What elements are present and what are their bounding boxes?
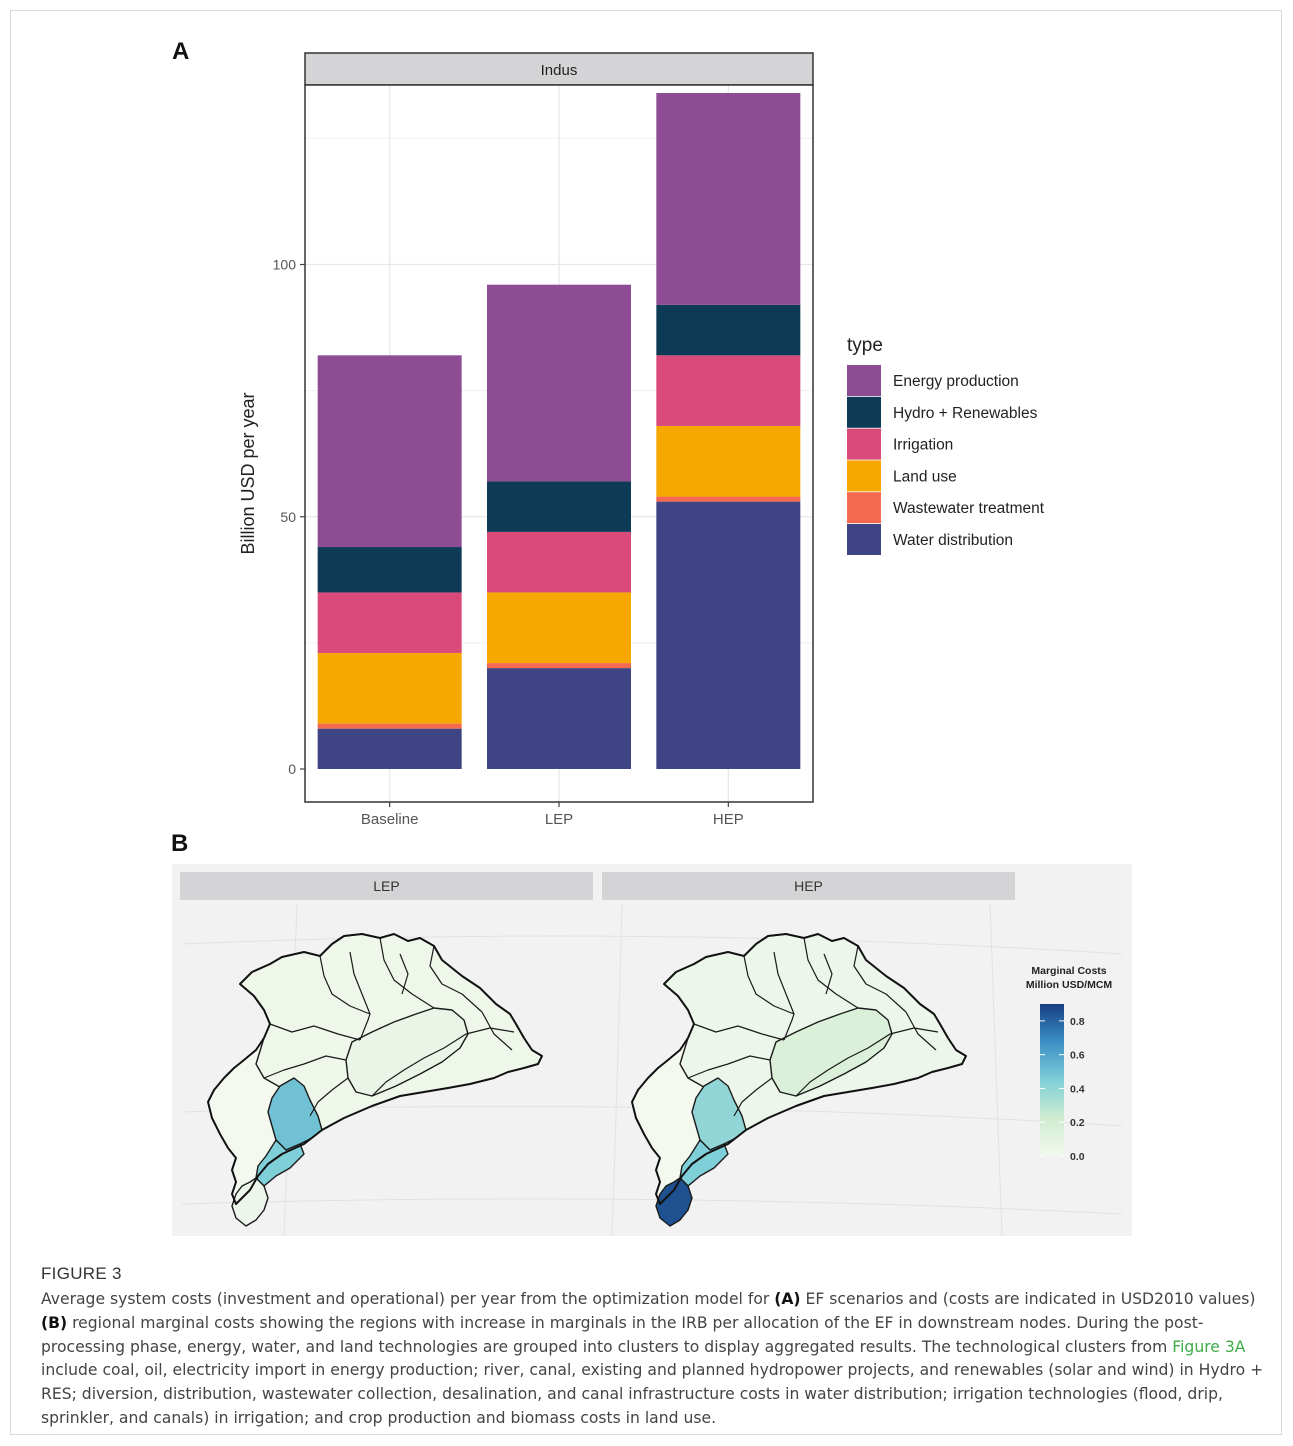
sub-basin-boundary — [693, 1023, 785, 1041]
bar-segment — [656, 496, 801, 502]
map-lep — [207, 933, 543, 1227]
basin-outline — [207, 933, 543, 1205]
sub-basin-boundary — [399, 953, 409, 995]
region-lower-indus-south — [255, 1139, 305, 1187]
legend-tick-label: 0.6 — [1070, 1050, 1085, 1062]
sub-basin-boundary — [795, 1027, 939, 1097]
region-middle-basin — [345, 1007, 469, 1097]
sub-basin-boundary — [905, 1011, 937, 1051]
legend-title-line2: Million USD/MCM — [1026, 979, 1113, 991]
bar-segment — [656, 501, 801, 769]
graticule-line — [989, 903, 1003, 1236]
region-delta — [231, 1177, 269, 1227]
bar-segment — [656, 304, 801, 356]
sub-basin-boundary — [743, 955, 795, 1015]
region-delta — [655, 1177, 693, 1227]
sub-basin-boundary — [263, 1055, 347, 1079]
legend-swatch — [847, 396, 881, 428]
x-tick-label: Baseline — [361, 811, 419, 828]
legend-colorbar — [1040, 1004, 1064, 1156]
sub-basin-boundary — [803, 937, 859, 1009]
bar-segment — [487, 481, 631, 532]
facet-strip-lep: LEP — [180, 872, 593, 900]
region-lower-indus-south — [679, 1139, 729, 1187]
stacked-bar-chart: Indus 0 50 100 Baseline LEP HEP Billion USD per… — [238, 52, 1045, 828]
y-tick-label: 50 — [280, 509, 296, 525]
legend-swatch — [847, 524, 881, 555]
figure-frame — [10, 10, 1282, 1435]
sub-basin-boundary — [853, 945, 907, 1013]
graticule-line — [611, 903, 623, 1236]
sub-basin-boundary — [349, 951, 371, 1041]
legend-tick-label: 0.8 — [1070, 1016, 1085, 1028]
facet-strip-label: Indus — [541, 62, 578, 79]
panel-a-label: A — [172, 38, 190, 65]
legend-tick-label: 0.2 — [1070, 1117, 1085, 1129]
legend-label: Land use — [893, 468, 957, 485]
legend-swatch — [847, 365, 881, 396]
sub-basin-boundary — [773, 951, 795, 1041]
bar-segment — [317, 547, 462, 593]
bar-segment — [487, 663, 631, 669]
bar-segment — [487, 531, 631, 593]
region-middle-basin — [769, 1007, 893, 1097]
map-hep — [631, 933, 967, 1227]
sub-basin-boundary — [823, 953, 833, 995]
bar-segment — [317, 652, 462, 724]
bar-segment — [656, 355, 801, 426]
legend-swatch — [847, 492, 881, 524]
figure-3a-link[interactable]: Figure 3A — [1172, 1337, 1246, 1356]
region-lower-indus-mid — [267, 1077, 323, 1151]
marginal-cost-map-panel: LEP HEP Marginal Costs Million USD/MCM 0.8… — [172, 864, 1132, 1236]
caption-text: Average system costs (investment and ope… — [41, 1290, 1264, 1427]
graticule-line — [181, 935, 1123, 955]
caption-label: FIGURE 3 — [41, 1264, 122, 1283]
bar-segment — [317, 728, 462, 769]
bar-segment — [487, 592, 631, 664]
x-tick-label: HEP — [713, 811, 744, 828]
sub-basin-boundary — [379, 937, 435, 1009]
sub-basin-boundary — [319, 955, 371, 1015]
bar-segment — [487, 668, 631, 769]
bar-segment — [317, 592, 462, 653]
bar-segment — [656, 425, 801, 497]
sub-basin-boundary — [429, 945, 483, 1013]
sub-basin-boundary — [687, 1055, 771, 1079]
x-tick-label: LEP — [545, 811, 573, 828]
y-tick-label: 100 — [273, 257, 297, 273]
bar-segment — [487, 284, 631, 482]
legend-label: Energy production — [893, 373, 1019, 390]
sub-basin-boundary — [269, 1023, 361, 1041]
legend-label: Water distribution — [893, 532, 1013, 549]
bar-segment — [317, 355, 462, 548]
figure-caption: FIGURE 3 Average system costs (investmen… — [41, 1264, 1266, 1431]
y-axis-label: Billion USD per year — [238, 392, 258, 554]
legend-label: Hydro + Renewables — [893, 405, 1038, 422]
sub-basin-boundary — [309, 1077, 349, 1117]
y-tick-label: 0 — [288, 761, 296, 777]
legend-swatch — [847, 460, 881, 492]
legend-label: Irrigation — [893, 437, 953, 454]
graticule-line — [181, 1198, 1123, 1215]
basin-outline — [631, 933, 967, 1205]
legend-title-line1: Marginal Costs — [1031, 965, 1106, 977]
bar-segment — [317, 723, 462, 729]
legend-label: Wastewater treatment — [893, 500, 1045, 517]
region-lower-indus-mid — [691, 1077, 747, 1151]
bar-segment — [656, 93, 801, 305]
panel-b-label: B — [171, 830, 189, 857]
legend-tick-label: 0.0 — [1070, 1151, 1085, 1163]
legend-swatch — [847, 428, 881, 460]
legend-title: type — [847, 335, 883, 356]
sub-basin-boundary — [733, 1077, 773, 1117]
sub-basin-boundary — [481, 1011, 513, 1051]
sub-basin-boundary — [371, 1027, 515, 1097]
legend-tick-label: 0.4 — [1070, 1083, 1085, 1095]
marginal-cost-maps: Marginal Costs Million USD/MCM 0.8 0.6 0.4 0.… — [181, 903, 1123, 1236]
facet-strip-hep: HEP — [602, 872, 1015, 900]
